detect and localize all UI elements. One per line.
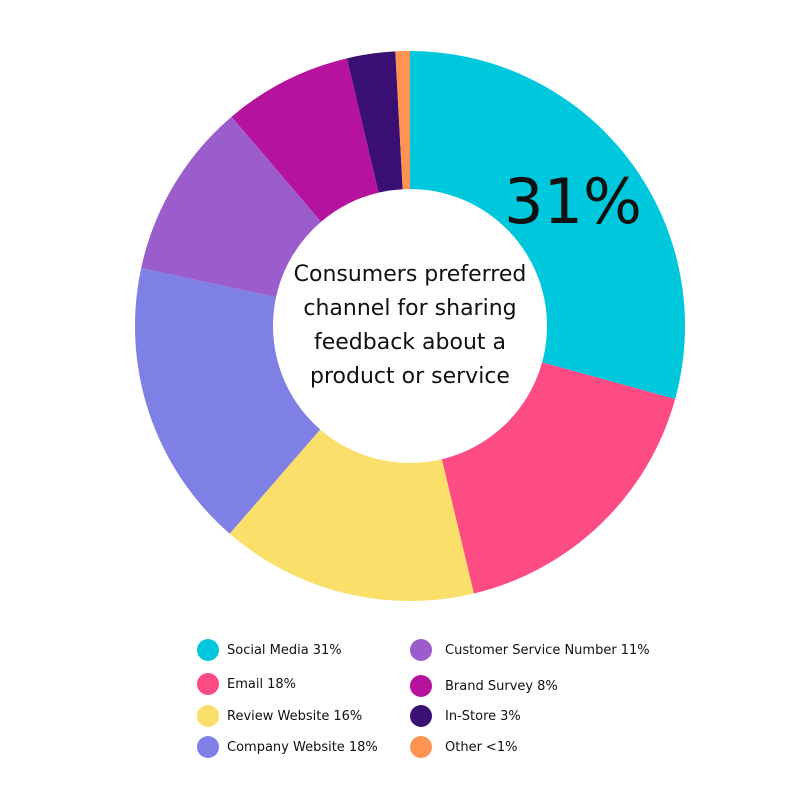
legend-name: Review Website [227,709,329,724]
legend-value: 8% [537,679,558,694]
slice-label: 31% [504,165,642,238]
legend-value: <1% [486,740,518,755]
donut-slice [134,268,321,534]
chart-title: Consumers preferred channel for sharing … [293,262,527,389]
legend-value: 31% [313,643,342,658]
legend-name: Brand Survey [445,679,533,694]
legend-value: 18% [349,740,378,755]
donut-slice [229,429,474,602]
legend-value: 3% [500,709,521,724]
legend-value: 11% [621,643,650,658]
legend-swatch [410,675,432,697]
legend-label: Social Media 31% [227,643,342,658]
legend-name: Email [227,677,263,692]
legend-swatch [410,736,432,758]
legend-name: Company Website [227,740,345,755]
legend-label: Customer Service Number 11% [445,643,650,658]
legend-value: 16% [333,709,362,724]
donut-slice [141,116,322,298]
legend-label: In-Store 3% [445,709,521,724]
donut-slice [346,51,403,193]
legend-swatch [410,639,432,661]
legend-label: Brand Survey 8% [445,679,558,694]
legend-label: Review Website 16% [227,709,362,724]
legend-swatch [410,705,432,727]
legend-swatch [197,639,219,661]
legend-name: Social Media [227,643,309,658]
donut-slice [410,51,685,399]
legend-name: In-Store [445,709,496,724]
legend-name: Other [445,740,483,755]
legend-swatch [197,705,219,727]
donut-slice [395,51,410,190]
legend-label: Other <1% [445,740,517,755]
legend-name: Customer Service Number [445,643,617,658]
legend-value: 18% [267,677,296,692]
legend-label: Email 18% [227,677,296,692]
donut-slice [231,58,379,222]
legend-swatch [197,673,219,695]
legend-swatch [197,736,219,758]
legend-label: Company Website 18% [227,740,378,755]
donut-slice [441,362,676,594]
